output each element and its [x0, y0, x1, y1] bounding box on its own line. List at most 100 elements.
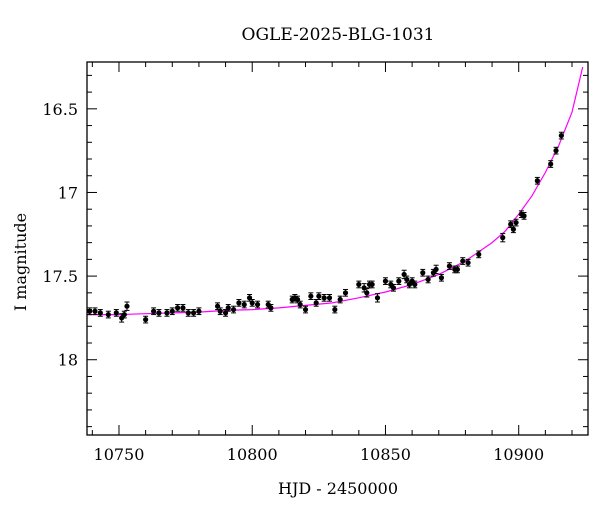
- data-point: [185, 309, 191, 317]
- data-point: [180, 304, 186, 312]
- data-marker: [225, 305, 231, 311]
- data-point: [460, 257, 466, 265]
- axis-ticks-layer: [87, 62, 588, 435]
- data-point: [143, 315, 149, 324]
- data-marker: [460, 258, 466, 264]
- data-point: [236, 299, 242, 307]
- chart-title: OGLE-2025-BLG-1031: [242, 25, 435, 45]
- tick-labels-layer: 10750 10800 10850 10900 16.5 17 17.5 18: [42, 100, 544, 464]
- data-marker: [534, 178, 540, 184]
- data-marker: [121, 311, 127, 318]
- data-point: [425, 275, 431, 284]
- data-point: [404, 275, 410, 284]
- data-point: [297, 300, 303, 309]
- x-tick-label: 10800: [227, 445, 278, 464]
- data-point: [316, 292, 322, 301]
- data-point: [254, 300, 261, 309]
- data-point: [326, 293, 333, 302]
- y-tick-label: 17: [58, 183, 78, 202]
- data-marker: [241, 301, 247, 308]
- data-marker: [321, 295, 327, 301]
- data-marker: [420, 270, 426, 276]
- data-marker: [156, 310, 162, 316]
- data-marker: [364, 290, 370, 296]
- model-curve-layer: [87, 66, 584, 316]
- y-tick-label: 16.5: [42, 100, 78, 119]
- data-marker: [92, 308, 98, 314]
- x-axis-title: HJD - 2450000: [278, 479, 398, 498]
- data-point: [396, 277, 402, 285]
- data-marker: [332, 306, 338, 313]
- data-point: [105, 310, 111, 319]
- data-marker: [308, 293, 314, 299]
- data-point: [420, 268, 426, 277]
- data-marker: [297, 301, 303, 308]
- data-point: [156, 309, 162, 317]
- data-marker: [302, 306, 309, 313]
- data-point: [534, 176, 540, 185]
- data-point: [230, 305, 237, 314]
- data-point: [121, 310, 127, 319]
- data-marker: [268, 305, 274, 311]
- data-point: [476, 250, 482, 259]
- data-point: [548, 160, 554, 168]
- data-marker: [169, 308, 175, 314]
- data-point: [513, 218, 519, 227]
- data-point: [433, 264, 439, 275]
- y-axis-title: I magnitude: [11, 213, 30, 311]
- data-marker: [249, 300, 255, 306]
- data-marker: [412, 281, 418, 288]
- data-marker: [374, 295, 381, 301]
- data-marker: [500, 235, 506, 241]
- x-tick-label: 10850: [360, 445, 411, 464]
- data-point: [97, 309, 103, 317]
- data-point: [332, 305, 338, 314]
- data-marker: [454, 266, 461, 273]
- data-point: [246, 293, 253, 302]
- data-point: [164, 309, 170, 317]
- data-point: [321, 293, 327, 302]
- data-marker: [124, 303, 130, 309]
- data-point: [364, 288, 370, 298]
- data-marker: [558, 132, 564, 139]
- data-marker: [236, 300, 242, 306]
- data-point: [337, 295, 343, 304]
- data-point: [87, 307, 93, 316]
- data-marker: [97, 310, 103, 316]
- model-curve: [87, 66, 584, 316]
- data-points-layer: [87, 131, 564, 324]
- data-point: [438, 273, 445, 282]
- data-marker: [369, 281, 375, 288]
- data-point: [382, 277, 389, 285]
- data-marker: [164, 310, 170, 316]
- data-marker: [151, 308, 157, 314]
- data-marker: [143, 316, 149, 323]
- data-marker: [254, 301, 261, 308]
- data-point: [465, 258, 471, 267]
- data-marker: [465, 260, 471, 266]
- data-point: [241, 300, 247, 309]
- data-marker: [548, 161, 554, 167]
- data-point: [92, 307, 98, 316]
- data-point: [214, 302, 221, 311]
- data-point: [249, 299, 255, 307]
- data-marker: [316, 293, 322, 299]
- data-marker: [396, 278, 402, 284]
- data-marker: [476, 251, 482, 257]
- data-marker: [196, 308, 202, 314]
- data-point: [374, 293, 381, 303]
- data-point: [268, 304, 274, 312]
- data-point: [390, 283, 397, 292]
- data-marker: [313, 300, 319, 306]
- data-marker: [230, 306, 237, 313]
- data-marker: [510, 226, 516, 232]
- data-point: [356, 280, 362, 289]
- data-marker: [185, 310, 191, 316]
- data-marker: [175, 305, 181, 311]
- data-marker: [382, 278, 389, 284]
- y-tick-label: 17.5: [42, 267, 78, 286]
- data-point: [412, 280, 418, 289]
- data-point: [217, 307, 223, 316]
- data-marker: [390, 285, 397, 291]
